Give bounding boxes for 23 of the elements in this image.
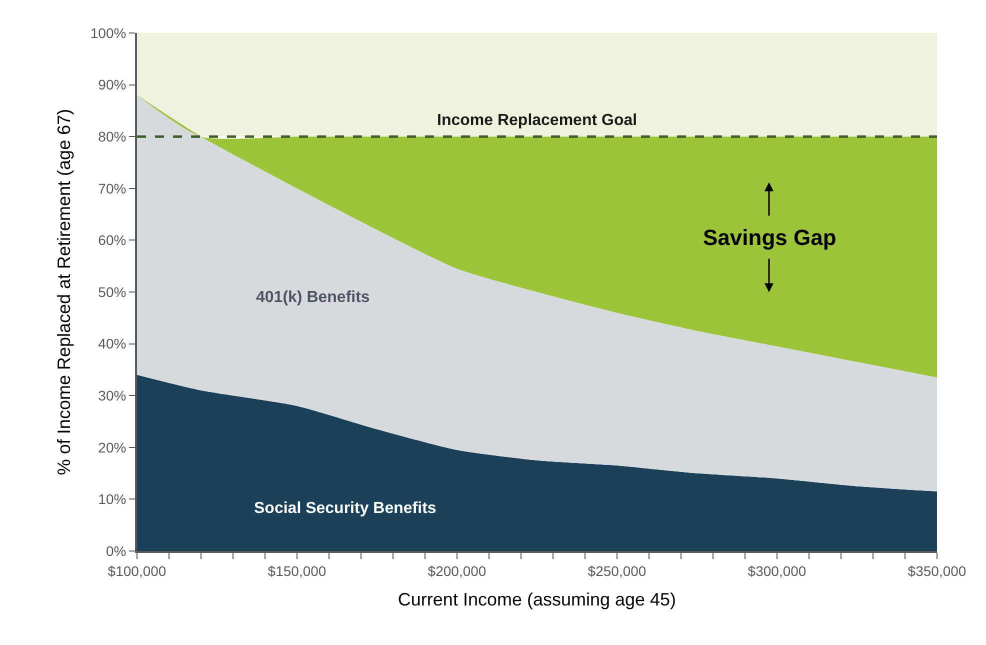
y-tick-label: 60% <box>98 232 126 248</box>
series-label: Savings Gap <box>703 225 836 250</box>
series-label: 401(k) Benefits <box>256 289 370 306</box>
y-tick-label: 50% <box>98 284 126 300</box>
y-tick-label: 30% <box>98 388 126 404</box>
y-tick-label: 80% <box>98 128 126 144</box>
y-tick-label: 20% <box>98 439 126 456</box>
x-tick-label: $250,000 <box>588 562 646 579</box>
y-tick-label: 10% <box>98 491 126 508</box>
y-tick-label: 90% <box>98 76 126 93</box>
ref-line-label: Income Replacement Goal <box>437 112 638 129</box>
y-tick-label: 40% <box>98 336 126 352</box>
y-tick-label: 100% <box>90 24 126 41</box>
x-tick-label: $350,000 <box>908 562 966 579</box>
x-tick-label: $100,000 <box>108 562 166 579</box>
x-tick-label: $300,000 <box>748 562 806 579</box>
x-axis-title: Current Income (assuming age 45) <box>398 589 676 610</box>
x-tick-label: $200,000 <box>428 562 486 579</box>
x-tick-label: $150,000 <box>268 562 326 579</box>
y-tick-label: 70% <box>98 180 126 196</box>
series-label: Social Security Benefits <box>254 500 436 517</box>
y-tick-label: 0% <box>106 542 126 559</box>
y-axis-title: % of Income Replaced at Retirement (age 67) <box>54 108 74 476</box>
